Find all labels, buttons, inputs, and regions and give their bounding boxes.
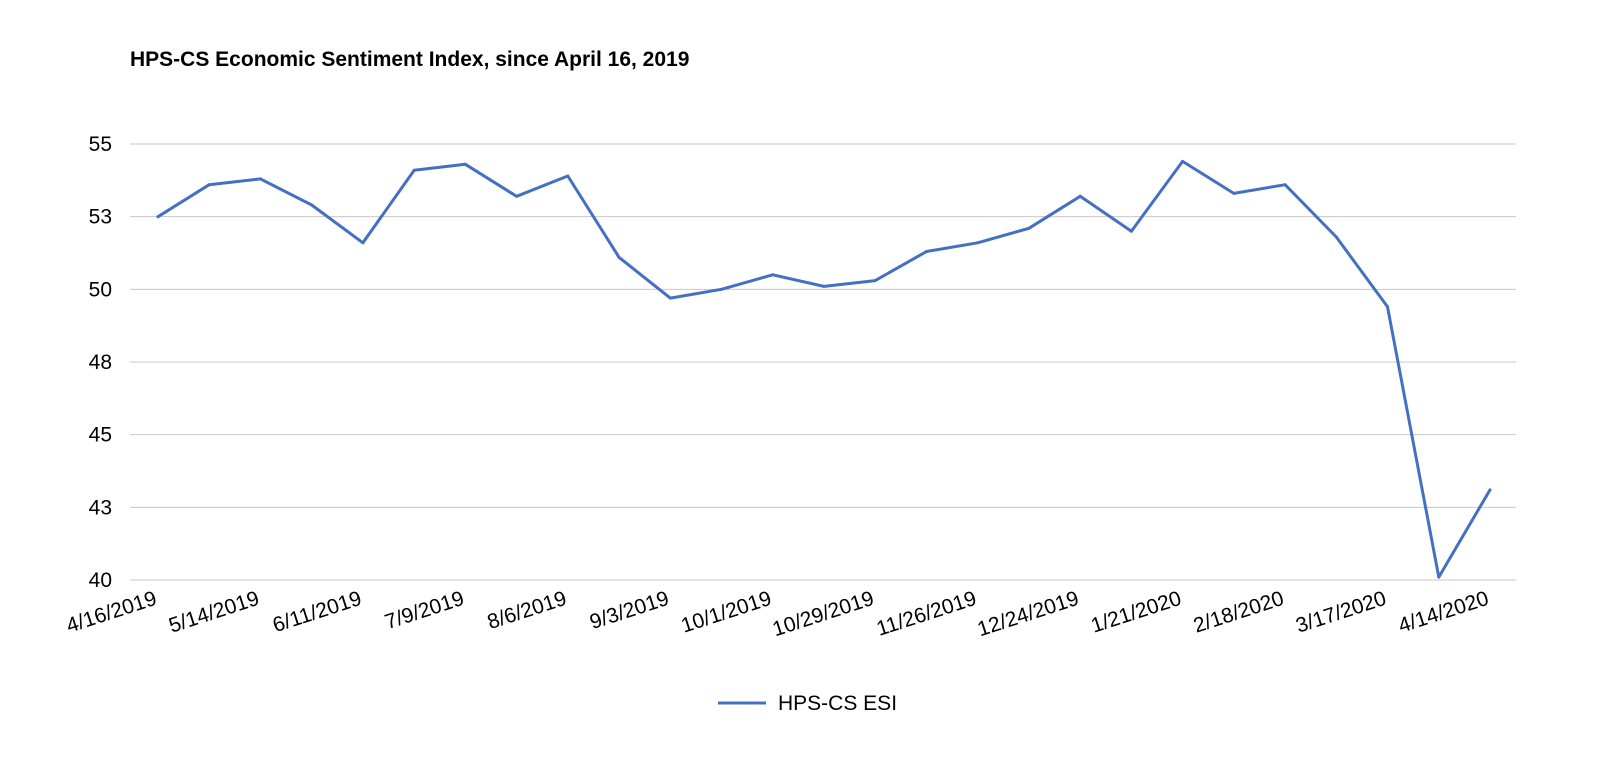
y-tick-label: 48	[89, 351, 112, 374]
legend: HPS-CS ESI	[718, 692, 897, 715]
chart-title: HPS-CS Economic Sentiment Index, since A…	[130, 48, 689, 71]
data-point	[771, 273, 775, 277]
data-point	[668, 296, 672, 300]
data-point	[1437, 575, 1441, 579]
x-tick-label: 11/26/2019	[874, 587, 980, 641]
y-tick-label: 53	[89, 206, 112, 229]
gridlines	[130, 143, 1516, 581]
y-tick-label: 45	[89, 424, 112, 447]
x-tick-label: 4/16/2019	[64, 587, 160, 638]
data-point	[207, 183, 211, 187]
data-point	[1334, 235, 1338, 239]
legend-label: HPS-CS ESI	[778, 692, 897, 715]
series-line	[156, 159, 1492, 579]
data-point	[1283, 183, 1287, 187]
data-point	[515, 194, 519, 198]
data-point	[822, 284, 826, 288]
data-point	[463, 162, 467, 166]
data-point	[566, 174, 570, 178]
x-tick-label: 2/18/2020	[1191, 587, 1287, 638]
data-point	[873, 279, 877, 283]
data-point	[1078, 194, 1082, 198]
data-point	[720, 287, 723, 291]
x-tick-label: 12/24/2019	[975, 587, 1082, 641]
y-tick-label: 40	[89, 569, 112, 592]
x-tick-label: 10/1/2019	[678, 587, 774, 638]
y-tick-label: 50	[89, 278, 112, 301]
data-point	[1027, 226, 1031, 230]
data-point	[412, 168, 416, 172]
x-tick-label: 1/21/2020	[1088, 587, 1184, 638]
x-tick-label: 10/29/2019	[770, 587, 877, 641]
data-point	[617, 255, 621, 259]
data-point	[361, 241, 365, 245]
x-tick-label: 8/6/2019	[485, 587, 570, 634]
x-tick-label: 3/17/2020	[1293, 587, 1389, 638]
x-tick-label: 9/3/2019	[587, 587, 672, 634]
x-tick-label: 4/14/2020	[1396, 587, 1492, 638]
data-point	[310, 203, 314, 207]
data-point	[259, 177, 262, 181]
y-tick-label: 43	[89, 496, 112, 519]
x-axis: 4/16/2019 5/14/2019 6/11/2019 7/9/2019 8/6/2…	[64, 587, 1492, 641]
data-point	[1232, 191, 1236, 195]
data-point	[1129, 229, 1133, 233]
data-point	[156, 215, 160, 219]
data-point	[1181, 159, 1185, 163]
data-point	[1488, 488, 1492, 492]
y-tick-label: 55	[89, 133, 112, 156]
x-tick-label: 6/11/2019	[270, 587, 364, 637]
x-tick-label: 7/9/2019	[382, 587, 467, 634]
data-point	[976, 241, 980, 245]
data-point	[1386, 305, 1389, 309]
series-group	[156, 159, 1492, 579]
data-point	[925, 250, 928, 253]
x-tick-label: 5/14/2019	[166, 587, 262, 638]
y-axis: 40 43 45 48 50 53 55	[89, 133, 112, 592]
